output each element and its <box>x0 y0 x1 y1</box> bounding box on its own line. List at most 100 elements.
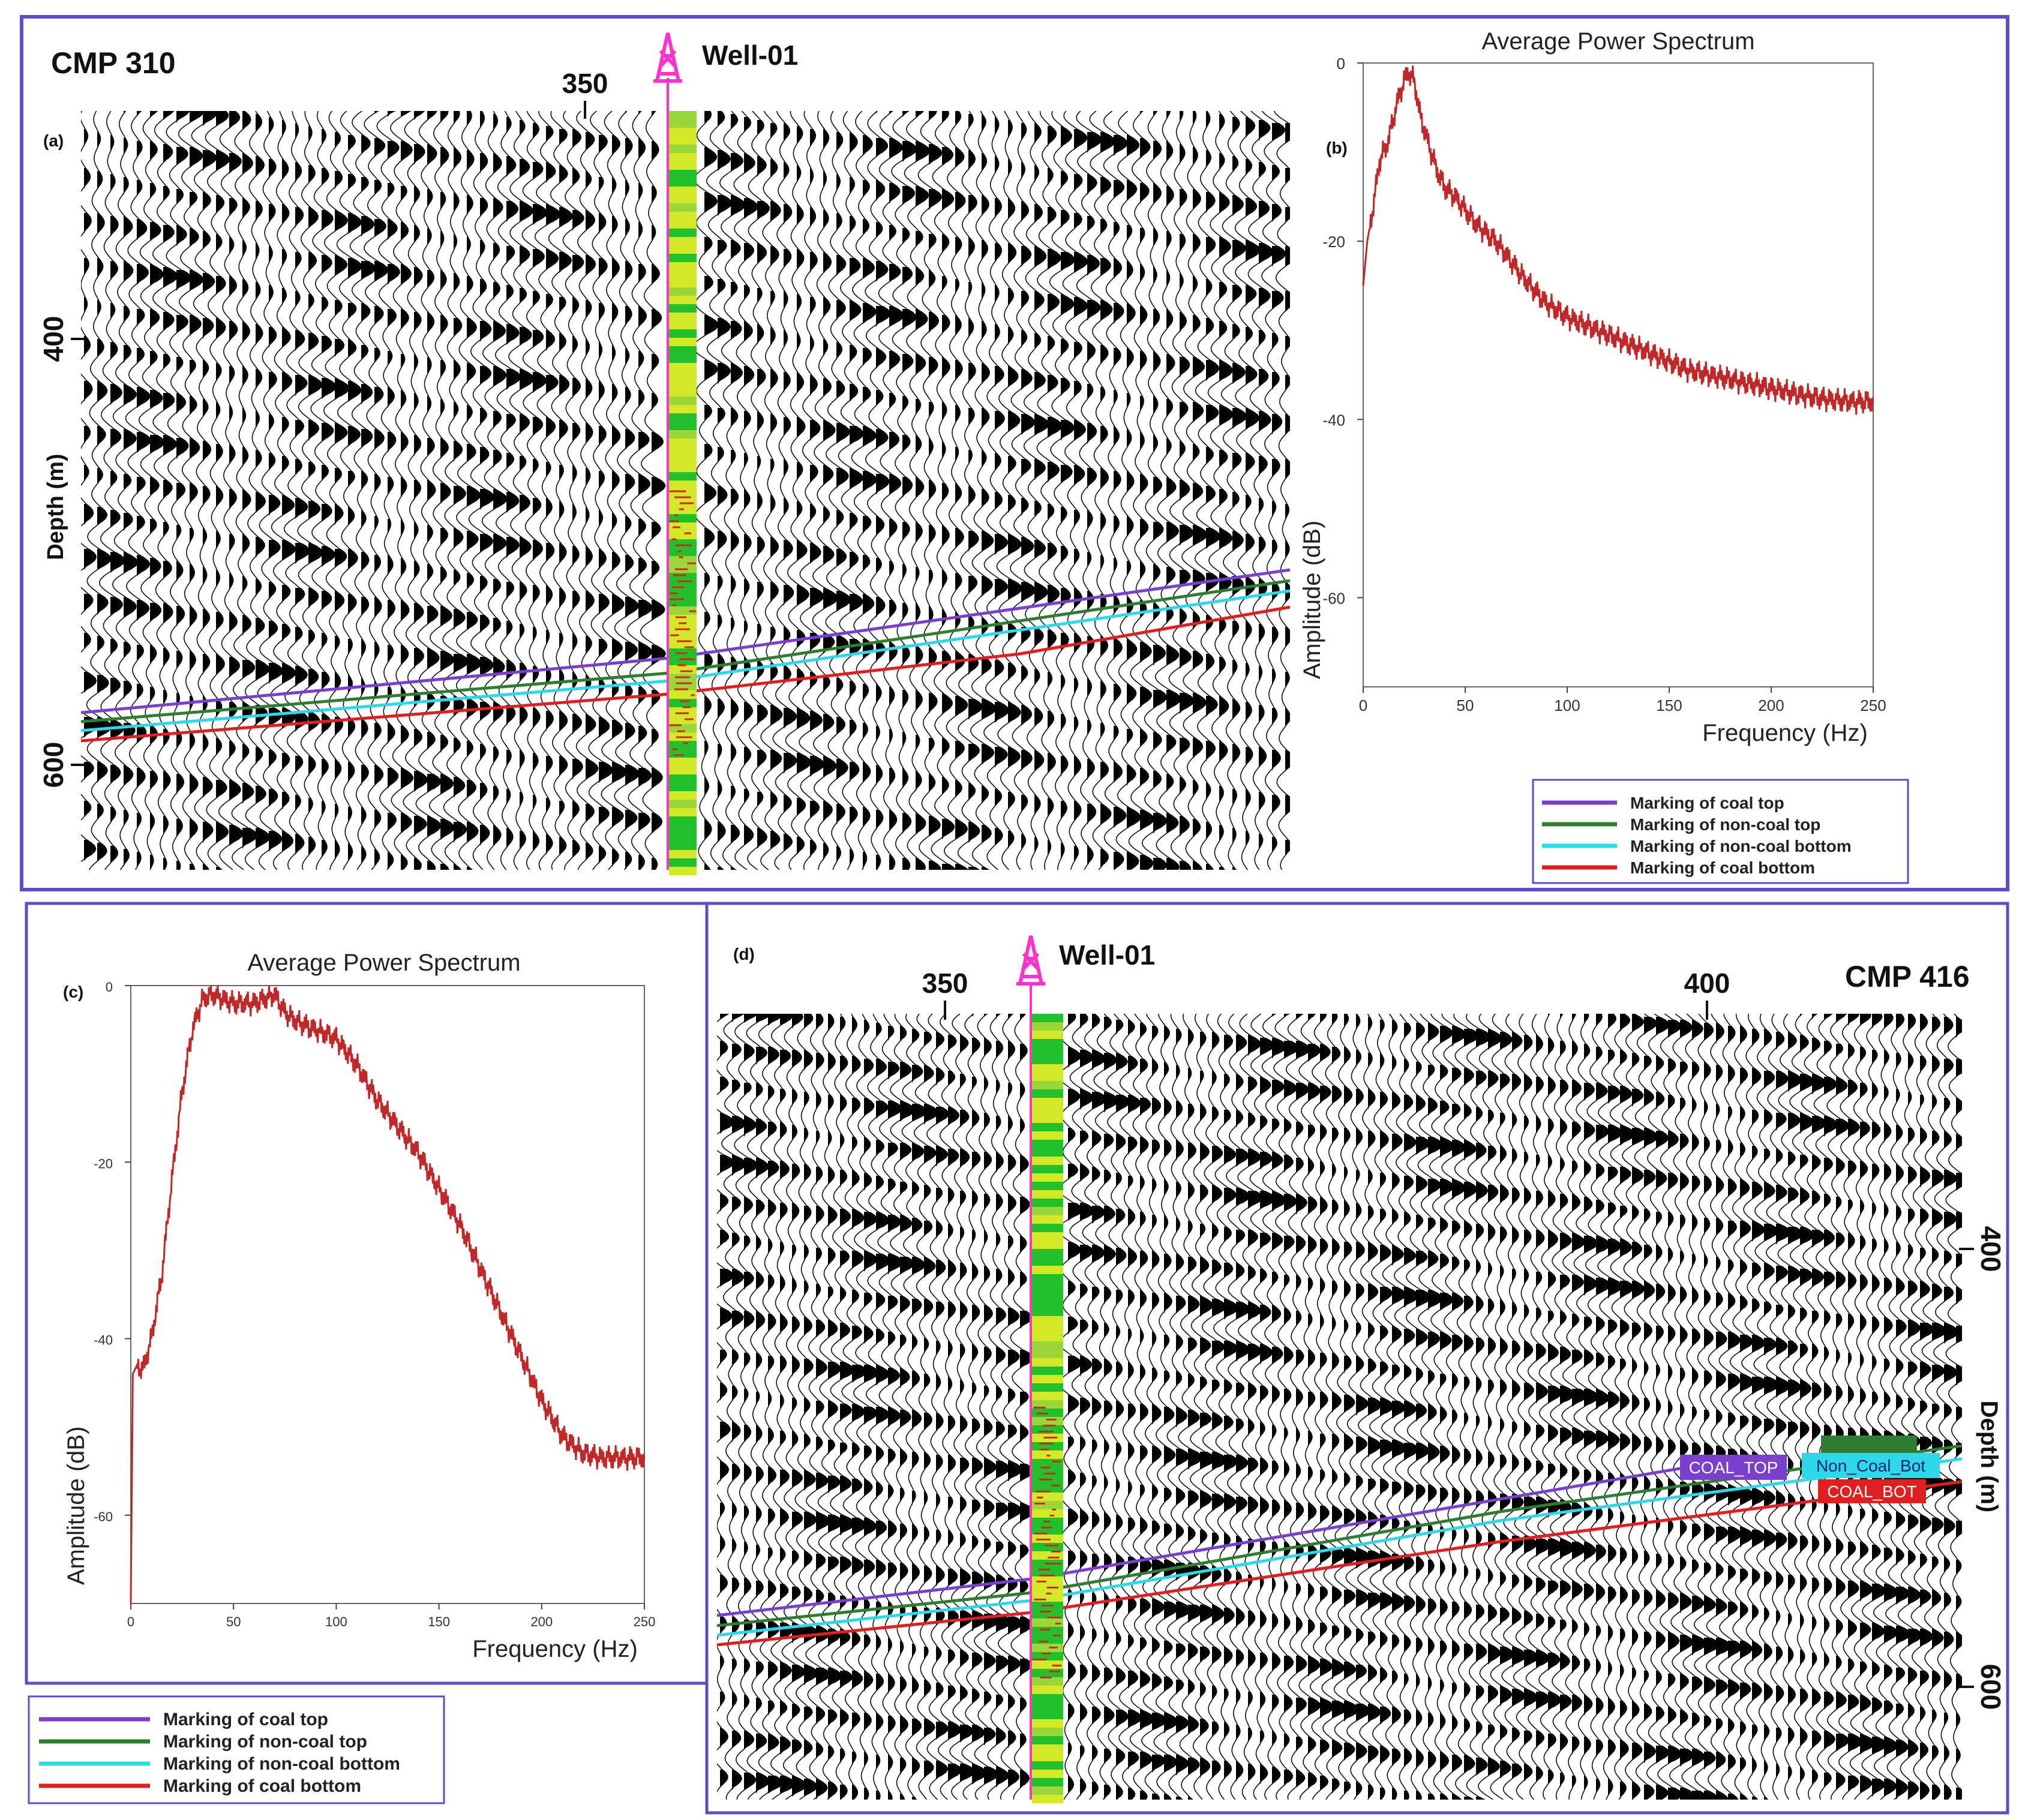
well-log-band <box>1032 1173 1063 1182</box>
seismic-trace <box>1681 1014 1703 1800</box>
well-log-band <box>1032 1266 1063 1274</box>
panel-a-panel-label: (a) <box>43 131 64 150</box>
well-log-band <box>1032 1047 1063 1056</box>
seismic-trace <box>983 111 1006 870</box>
panel-c-spectrum-chart: Average Power Spectrum (c) Frequency (Hz… <box>63 950 655 1662</box>
well-log-band <box>1032 1417 1063 1425</box>
well-log-spike <box>677 550 682 552</box>
well-log-band <box>1032 1753 1063 1761</box>
seismic-trace <box>521 111 545 870</box>
seismic-trace-fill <box>190 111 204 870</box>
well-log-band <box>669 271 697 279</box>
well-log-band <box>669 783 697 791</box>
seismic-trace-fill <box>1440 1026 1456 1800</box>
seismic-trace <box>1207 111 1231 870</box>
seismic-trace <box>1189 1014 1211 1800</box>
panel-c-xtick: 250 <box>634 1614 656 1629</box>
seismic-trace <box>901 1014 923 1800</box>
seismic-trace <box>125 111 148 870</box>
well-log-band <box>1032 1341 1063 1350</box>
well-log-band <box>1032 1274 1063 1283</box>
panel-a-depth-tick-400: 400 <box>38 316 69 362</box>
well-log-band <box>669 850 697 858</box>
panel-d-cmp-label: CMP 416 <box>1845 960 1970 993</box>
seismic-trace <box>1669 1014 1691 1800</box>
seismic-trace <box>1717 1014 1739 1800</box>
well-log-band <box>1032 1761 1063 1770</box>
seismic-trace <box>781 1014 803 1800</box>
panel-b-xtick: 0 <box>1359 696 1367 714</box>
well-log-band <box>669 195 697 203</box>
well-log-band <box>1032 1383 1063 1392</box>
well-log-spike <box>677 580 693 582</box>
panel-c-ticks: 0 50 100 150 200 250 0 -20 -40 -60 <box>94 980 655 1629</box>
well-log-spike <box>1052 1665 1062 1666</box>
panel-a-wiggle-traces <box>81 111 1290 870</box>
well-log-band <box>669 380 697 388</box>
seismic-trace <box>1777 1014 1799 1800</box>
seismic-trace <box>949 1014 971 1800</box>
well-log-band <box>1032 1375 1063 1383</box>
well-log-spike <box>674 568 688 570</box>
panel-b-ylabel: Amplitude (dB) <box>1299 521 1325 680</box>
well-log-spike <box>1034 1599 1046 1600</box>
seismic-trace <box>1010 111 1033 870</box>
well-log-band <box>1032 1131 1063 1140</box>
seismic-trace-fill <box>996 1014 1012 1788</box>
seismic-trace <box>1154 111 1178 870</box>
seismic-trace-fill <box>163 111 179 870</box>
well-log-band <box>669 422 697 430</box>
seismic-trace-fill <box>638 111 653 870</box>
seismic-trace <box>890 111 914 870</box>
seismic-trace-fill <box>480 111 495 870</box>
seismic-trace <box>904 111 927 870</box>
seismic-trace <box>1225 1014 1247 1800</box>
well-log-band <box>1032 1744 1063 1753</box>
well-log-spike <box>1040 1611 1051 1612</box>
seismic-trace <box>1513 1014 1535 1800</box>
seismic-trace <box>1249 1014 1271 1800</box>
seismic-trace-fill <box>401 111 413 870</box>
well-log-band <box>1032 1677 1063 1686</box>
well-log-band <box>1032 1064 1063 1073</box>
seismic-trace <box>1201 1014 1223 1800</box>
seismic-trace <box>1465 1014 1487 1800</box>
well-log-band <box>1032 1660 1063 1669</box>
legend-bottom-item-label: Marking of coal top <box>163 1710 328 1729</box>
seismic-trace <box>349 111 373 870</box>
well-log-spike <box>687 562 696 564</box>
well-log-band <box>669 615 697 623</box>
well-log-band <box>1032 1283 1063 1291</box>
well-log-band <box>1032 1308 1063 1316</box>
well-log-spike <box>1041 1605 1054 1606</box>
seismic-trace-fill <box>1200 1032 1216 1800</box>
well-log-band <box>1032 1291 1063 1299</box>
well-log-band <box>1032 1686 1063 1694</box>
seismic-trace <box>997 1014 1019 1800</box>
panel-d-well-log <box>1032 1014 1063 1803</box>
seismic-trace <box>1826 1014 1846 1800</box>
seismic-trace <box>1597 1014 1619 1800</box>
well-log-band <box>1032 1333 1063 1341</box>
well-log-band <box>669 279 697 287</box>
seismic-trace-fill <box>1464 1029 1480 1800</box>
seismic-trace <box>721 1014 743 1800</box>
seismic-trace-fill <box>1452 1026 1467 1800</box>
seismic-trace-fill <box>784 123 797 852</box>
seismic-trace <box>1646 1014 1666 1800</box>
seismic-trace-fill <box>1074 129 1088 861</box>
panel-d-well-marker-icon <box>1016 935 1045 986</box>
well-log-spike <box>672 748 678 750</box>
well-log-band <box>669 800 697 808</box>
seismic-trace <box>231 111 254 870</box>
well-log-band <box>669 338 697 346</box>
panel-a-well-label: Well-01 <box>702 40 798 71</box>
well-log-band <box>1032 1770 1063 1778</box>
seismic-trace <box>890 1014 911 1800</box>
panel-c-xtick: 50 <box>226 1614 241 1629</box>
well-log-spike <box>675 676 691 678</box>
well-log-spike <box>682 706 691 708</box>
well-log-band <box>1032 1215 1063 1224</box>
seismic-trace-fill <box>1128 1020 1142 1800</box>
panel-c-xtick: 200 <box>530 1614 553 1629</box>
